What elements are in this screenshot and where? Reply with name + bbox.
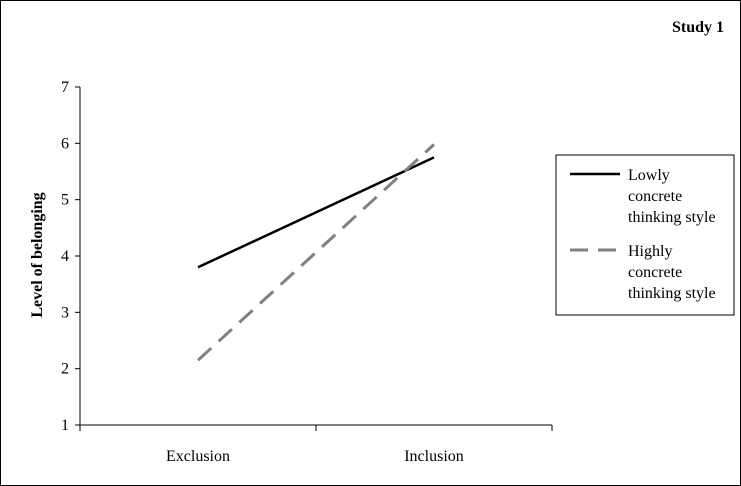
legend-label-1: Lowly concrete thinking style xyxy=(628,167,716,226)
x-ticks: Exclusion Inclusion xyxy=(79,425,553,465)
y-tick-label: 7 xyxy=(61,79,69,96)
y-tick-label: 1 xyxy=(61,417,69,434)
y-tick-label: 3 xyxy=(61,304,69,321)
x-tick-label: Inclusion xyxy=(404,448,464,465)
axes xyxy=(79,87,552,426)
y-ticks: 1 2 3 4 5 6 7 xyxy=(61,79,80,434)
legend-box xyxy=(555,154,735,316)
legend: Lowly concrete thinking style Highly concret… xyxy=(570,167,716,302)
legend-label-2: Highly concrete thinking style xyxy=(628,243,716,302)
y-tick-label: 4 xyxy=(61,248,69,265)
series-lines xyxy=(196,143,436,362)
series-line-1 xyxy=(197,156,435,269)
series-line-2 xyxy=(196,143,436,362)
y-tick-label: 6 xyxy=(61,135,69,152)
y-tick-label: 2 xyxy=(61,361,69,378)
chart-title: Study 1 xyxy=(672,19,724,36)
x-tick-label: Exclusion xyxy=(166,448,230,465)
y-tick-label: 5 xyxy=(61,192,69,209)
y-axis-label: Level of belonging xyxy=(29,192,46,317)
